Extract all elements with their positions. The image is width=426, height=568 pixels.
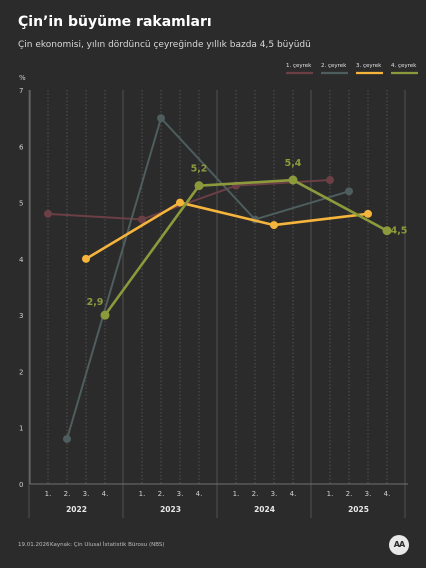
x-tick-label: 1. [327, 490, 334, 498]
x-tick-label: 3. [365, 490, 372, 498]
year-label: 2022 [66, 505, 87, 514]
data-point-q3 [364, 209, 372, 218]
data-point-q2 [345, 187, 353, 196]
footer-date: 19.01.2026 [18, 542, 50, 548]
y-axis-label: % [19, 74, 26, 82]
data-point-q4 [288, 175, 298, 185]
agency-logo-letters: AA [393, 540, 405, 549]
data-label: 2,9 [87, 297, 104, 308]
y-tick-label: 0 [19, 481, 23, 489]
page-title: Çin’in büyüme rakamları [18, 14, 212, 30]
x-tick-label: 1. [233, 490, 240, 498]
data-point-q4 [100, 310, 110, 320]
x-tick-label: 3. [83, 490, 90, 498]
data-point-q1 [326, 176, 334, 185]
y-tick-label: 2 [19, 368, 23, 376]
year-label: 2025 [348, 505, 369, 514]
y-tick-label: 5 [19, 200, 23, 208]
data-point-q3 [270, 221, 278, 230]
x-tick-label: 4. [290, 490, 297, 498]
data-point-q4 [382, 226, 392, 236]
y-tick-label: 4 [19, 256, 24, 264]
data-point-q4 [194, 181, 204, 191]
page-subtitle: Çin ekonomisi, yılın dördüncü çeyreğinde… [18, 40, 311, 50]
data-label: 4,5 [391, 226, 408, 237]
data-label: 5,2 [191, 164, 208, 175]
legend-label: 4. çeyrek [391, 63, 417, 69]
legend-label: 1. çeyrek [286, 63, 312, 69]
data-point-q2 [63, 434, 71, 443]
data-point-q1 [138, 215, 146, 224]
x-tick-label: 4. [384, 490, 391, 498]
series-line-q4 [103, 178, 388, 316]
x-tick-label: 1. [45, 490, 52, 498]
x-tick-label: 2. [158, 490, 165, 498]
data-label: 5,4 [285, 158, 302, 169]
footer-source: Kaynak: Çin Ulusal İstatistik Bürosu (NB… [50, 542, 165, 548]
legend-label: 3. çeyrek [356, 63, 382, 69]
year-label: 2023 [160, 505, 181, 514]
x-tick-label: 4. [102, 490, 109, 498]
series-line-q3 [85, 201, 369, 260]
legend-label: 2. çeyrek [321, 63, 347, 69]
agency-logo-icon: AA [389, 535, 409, 555]
x-tick-label: 2. [64, 490, 71, 498]
y-tick-label: 1 [19, 425, 23, 433]
x-tick-label: 1. [139, 490, 146, 498]
x-tick-label: 3. [177, 490, 184, 498]
x-tick-label: 4. [196, 490, 203, 498]
data-point-q3 [82, 254, 90, 263]
x-tick-label: 3. [271, 490, 278, 498]
data-point-q2 [157, 114, 165, 123]
x-tick-label: 2. [252, 490, 259, 498]
series-line-q1 [47, 179, 331, 221]
y-tick-label: 6 [19, 143, 24, 151]
data-point-q3 [176, 198, 184, 207]
x-tick-label: 2. [346, 490, 353, 498]
y-tick-label: 3 [19, 312, 23, 320]
year-label: 2024 [254, 505, 275, 514]
data-point-q1 [44, 209, 52, 218]
series-line-q2 [66, 117, 350, 440]
y-tick-label: 7 [19, 87, 23, 95]
